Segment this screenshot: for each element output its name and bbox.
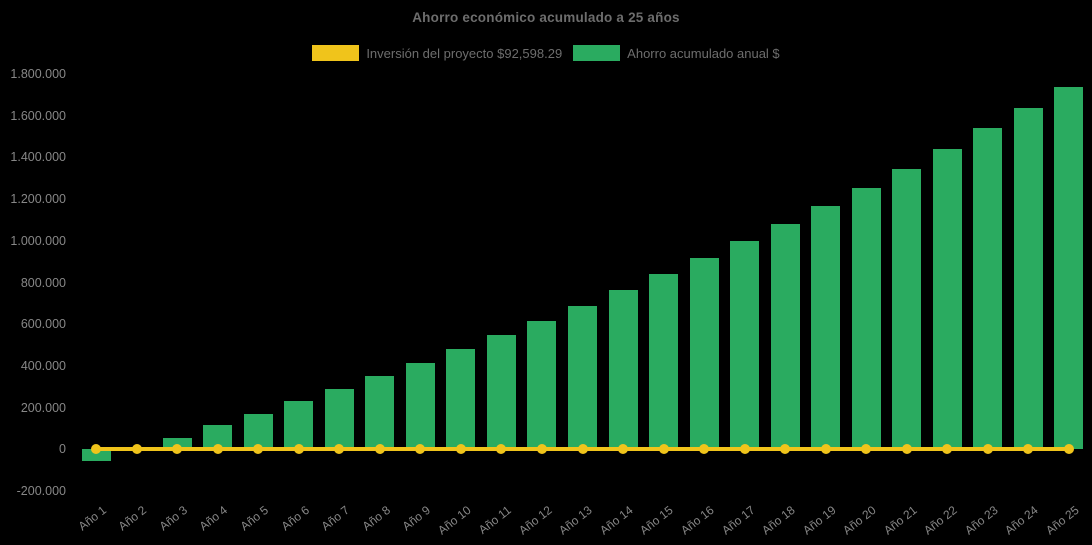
- line-point-year-15: [658, 444, 669, 455]
- y-axis-tick: 200.000: [20, 400, 66, 415]
- line-point-year-11: [496, 444, 507, 455]
- bar-year-4: [203, 425, 233, 450]
- bar-year-9: [405, 362, 435, 450]
- y-axis-tick: 1.000.000: [10, 233, 66, 248]
- bar-year-10: [446, 349, 476, 450]
- legend-item-label: Inversión del proyecto $92,598.29: [366, 45, 563, 61]
- savings-bar-swatch: [573, 45, 621, 61]
- line-point-year-16: [699, 444, 710, 455]
- line-point-year-5: [253, 444, 264, 455]
- chart-legend: Inversión del proyecto $92,598.29 Ahorro…: [0, 45, 1092, 61]
- y-axis-tick: 600.000: [20, 317, 66, 332]
- line-point-year-8: [374, 444, 385, 455]
- line-point-year-9: [415, 444, 426, 455]
- bar-year-15: [649, 274, 679, 450]
- line-point-year-7: [334, 444, 345, 455]
- line-point-year-24: [1023, 444, 1034, 455]
- line-point-year-22: [942, 444, 953, 455]
- legend-item-label: Ahorro acumulado anual $: [627, 45, 780, 61]
- line-point-year-18: [780, 444, 791, 455]
- line-point-year-4: [212, 444, 223, 455]
- line-point-year-6: [293, 444, 304, 455]
- line-point-year-19: [820, 444, 831, 455]
- bar-year-7: [324, 389, 354, 450]
- bar-year-3: [162, 437, 192, 450]
- line-point-year-13: [577, 444, 588, 455]
- bar-year-22: [932, 149, 962, 450]
- line-point-year-17: [739, 444, 750, 455]
- bar-year-13: [568, 305, 597, 450]
- bar-year-20: [851, 188, 881, 450]
- y-axis-tick: 0: [59, 442, 66, 457]
- line-point-year-20: [861, 444, 872, 455]
- y-axis-tick: 1.200.000: [10, 192, 66, 207]
- line-point-year-10: [455, 444, 466, 455]
- line-point-year-23: [982, 444, 993, 455]
- line-point-year-21: [901, 444, 912, 455]
- bar-year-12: [527, 321, 557, 450]
- y-axis-tick: 1.400.000: [10, 150, 66, 165]
- bar-year-1: [81, 449, 111, 461]
- bar-year-18: [770, 223, 800, 450]
- line-point-year-25: [1063, 444, 1074, 455]
- line-point-year-1: [91, 444, 102, 455]
- bar-year-6: [284, 401, 314, 450]
- investment-line-swatch: [312, 45, 360, 61]
- y-axis-tick: 1.800.000: [10, 67, 66, 81]
- x-axis-label: Año 25: [1042, 503, 1082, 538]
- line-point-year-3: [172, 444, 183, 455]
- chart-title: Ahorro económico acumulado a 25 años: [412, 10, 680, 25]
- bar-year-19: [811, 206, 841, 450]
- y-axis-tick: 400.000: [20, 358, 66, 373]
- bar-year-24: [1013, 107, 1043, 450]
- y-axis-tick: -200.000: [16, 484, 66, 498]
- line-point-year-2: [131, 444, 142, 455]
- bar-year-17: [730, 240, 760, 450]
- line-point-year-12: [536, 444, 547, 455]
- bar-year-14: [608, 290, 638, 450]
- bar-year-8: [365, 376, 395, 450]
- bar-year-5: [243, 413, 273, 450]
- y-axis-tick: 800.000: [20, 275, 66, 290]
- bar-year-16: [689, 257, 719, 450]
- line-point-year-14: [618, 444, 629, 455]
- legend-item-investment[interactable]: Inversión del proyecto $92,598.29: [312, 45, 562, 61]
- bar-year-25: [1054, 87, 1084, 450]
- bar-year-11: [486, 335, 516, 450]
- bar-year-23: [973, 128, 1003, 450]
- bar-year-21: [892, 169, 922, 450]
- legend-item-savings[interactable]: Ahorro acumulado anual $: [573, 45, 780, 61]
- y-axis-tick: 1.600.000: [10, 108, 66, 123]
